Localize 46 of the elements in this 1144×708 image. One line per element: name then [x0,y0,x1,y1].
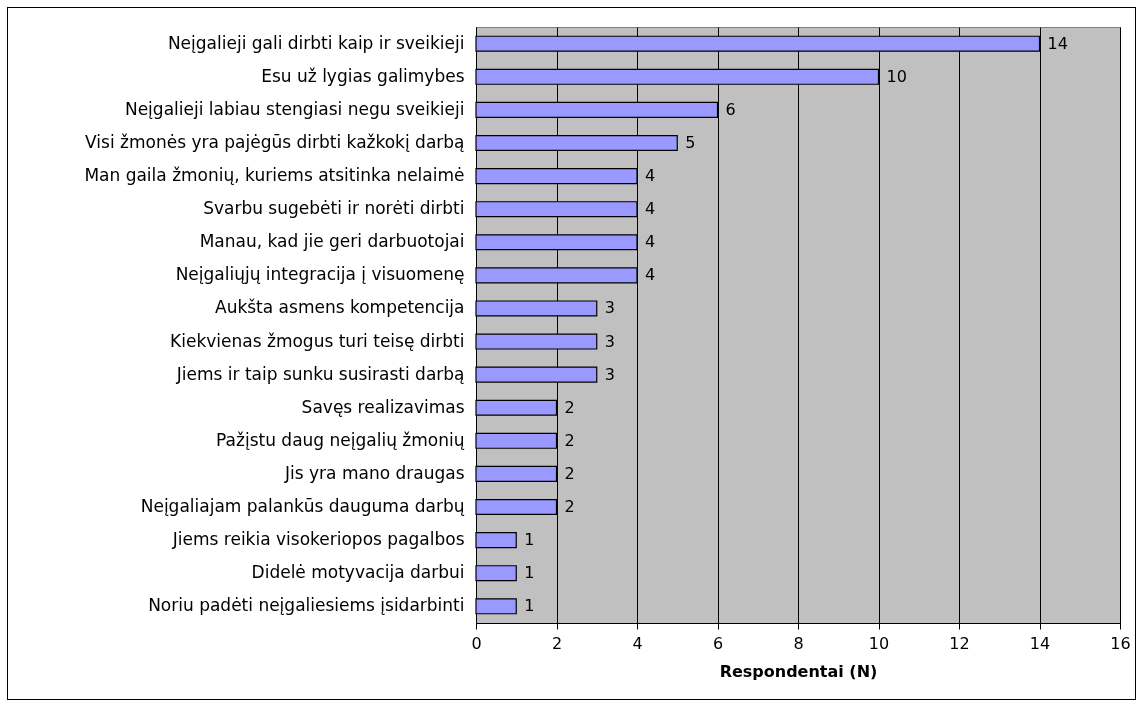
data-label: 14 [1047,33,1068,53]
y-tick-label: Man gaila žmonių, kuriems atsitinka nelaimė [84,165,465,186]
y-tick-label: Visi žmonės yra pajėgūs dirbti kažkokį darbą [85,131,465,152]
x-tick-label: 2 [551,633,563,653]
y-tick-label: Noriu padėti neįgaliesiems įsidarbinti [148,595,465,616]
data-label: 3 [604,298,615,318]
y-tick-label: Didelė motyvacija darbui [251,562,465,583]
data-label: 4 [645,199,656,219]
y-tick-label: Manau, kad jie geri darbuotojai [199,231,465,252]
x-tick-label: 12 [949,633,970,653]
y-tick-label: Neįgalieji gali dirbti kaip ir sveikieji [167,32,465,53]
y-tick-label: Neįgaliųjų integracija į visuomenę [175,264,465,285]
data-label: 2 [564,397,575,417]
data-label: 5 [685,132,696,152]
y-tick-label: Jiems ir taip sunku susirasti darbą [175,363,465,384]
data-label: 4 [645,265,656,285]
data-label: 2 [564,463,575,483]
data-label: 4 [645,232,656,252]
y-tick-label: Neįgaliajam palankūs dauguma darbų [140,496,465,517]
y-tick-label: Kiekvienas žmogus turi teisę dirbti [170,330,465,351]
data-label: 2 [564,430,575,450]
x-tick-label: 4 [632,633,643,653]
y-tick-label: Pažįstu daug neįgalių žmonių [216,429,465,450]
x-tick-label: 0 [471,633,482,653]
data-label: 1 [524,530,535,550]
data-label: 4 [645,166,656,186]
y-tick-label: Esu už lygias galimybes [261,65,465,86]
x-axis-title: Respondentai (N) [719,661,878,681]
data-label: 1 [524,596,535,616]
data-label: 3 [604,364,615,384]
x-tick-label: 14 [1029,633,1051,653]
data-label: 1 [524,563,535,583]
x-tick-label: 8 [793,633,804,653]
data-label: 10 [886,66,907,86]
y-tick-label: Aukšta asmens kompetencija [215,297,465,318]
y-tick-label: Savęs realizavimas [301,396,465,417]
x-tick-label: 6 [712,633,724,653]
data-label: 3 [604,331,615,351]
y-tick-label: Svarbu sugebėti ir norėti dirbti [203,198,465,219]
y-tick-label: Neįgalieji labiau stengiasi negu sveikieji [124,98,465,119]
data-label: 6 [725,99,736,119]
y-tick-label: Jiems reikia visokeriopos pagalbos [171,529,465,550]
x-tick-label: 10 [868,633,890,653]
data-label: 2 [564,497,575,517]
y-tick-label: Jis yra mano draugas [284,462,465,483]
x-tick-label: 16 [1110,633,1131,653]
